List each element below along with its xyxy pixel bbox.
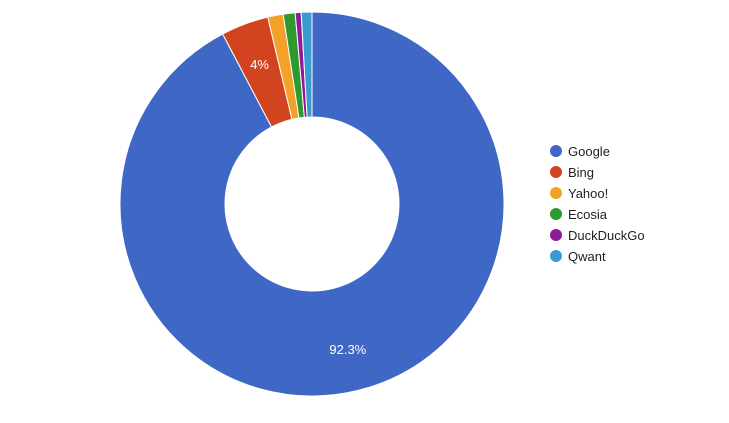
legend-swatch [550, 187, 562, 199]
donut-slices [119, 11, 505, 397]
legend: Google Bing Yahoo! Ecosia DuckDuckGo Qwant [550, 144, 645, 264]
legend-swatch [550, 208, 562, 220]
legend-item-google[interactable]: Google [550, 144, 610, 159]
legend-label: Qwant [568, 249, 606, 264]
data-label-google: 92.3% [329, 342, 366, 357]
legend-label: DuckDuckGo [568, 228, 645, 243]
legend-label: Ecosia [568, 207, 608, 222]
legend-label: Yahoo! [568, 186, 608, 201]
legend-swatch [550, 145, 562, 157]
legend-swatch [550, 229, 562, 241]
legend-label: Google [568, 144, 610, 159]
data-label-bing: 4% [250, 57, 269, 72]
legend-item-qwant[interactable]: Qwant [550, 249, 606, 264]
legend-item-yahoo[interactable]: Yahoo! [550, 186, 608, 201]
slice-qwant[interactable] [300, 11, 313, 118]
legend-item-ecosia[interactable]: Ecosia [550, 207, 608, 222]
legend-label: Bing [568, 165, 594, 180]
slice-labels: 92.3% 4% [250, 57, 366, 357]
legend-swatch [550, 250, 562, 262]
legend-item-bing[interactable]: Bing [550, 165, 594, 180]
slice-google[interactable] [119, 11, 505, 397]
legend-item-duckduckgo[interactable]: DuckDuckGo [550, 228, 645, 243]
legend-swatch [550, 166, 562, 178]
